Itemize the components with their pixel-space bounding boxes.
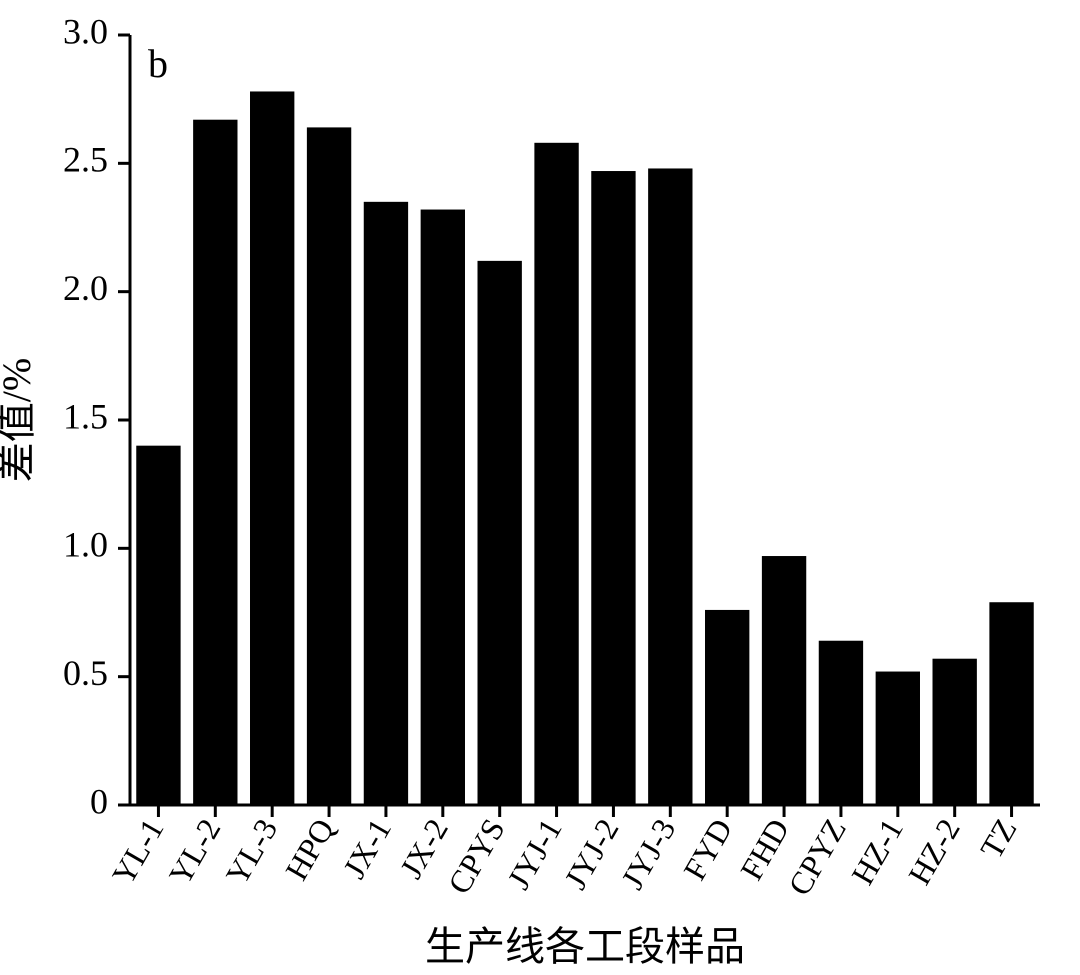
- bar: [705, 610, 749, 805]
- y-tick-label: 2.5: [63, 140, 108, 180]
- y-axis-label: 差值/%: [0, 358, 39, 482]
- bar: [307, 127, 351, 805]
- y-tick-label: 3.0: [63, 11, 108, 51]
- bar: [534, 143, 578, 805]
- bar: [478, 261, 522, 805]
- bar: [819, 641, 863, 805]
- y-tick-label: 0: [90, 781, 108, 821]
- bar: [421, 210, 465, 805]
- bar: [364, 202, 408, 805]
- bar: [762, 556, 806, 805]
- y-tick-label: 1.0: [63, 525, 108, 565]
- x-axis-label: 生产线各工段样品: [425, 924, 745, 969]
- bar: [591, 171, 635, 805]
- bar: [989, 602, 1033, 805]
- bar: [933, 659, 977, 805]
- bar-chart: 00.51.01.52.02.53.0YL-1YL-2YL-3HPQJX-1JX…: [0, 0, 1080, 975]
- bar: [136, 446, 180, 805]
- bar: [193, 120, 237, 805]
- panel-label: b: [148, 41, 168, 86]
- bar: [250, 91, 294, 805]
- y-tick-label: 0.5: [63, 653, 108, 693]
- y-tick-label: 1.5: [63, 396, 108, 436]
- y-tick-label: 2.0: [63, 268, 108, 308]
- chart-svg: 00.51.01.52.02.53.0YL-1YL-2YL-3HPQJX-1JX…: [0, 0, 1080, 975]
- bar: [876, 672, 920, 805]
- bar: [648, 168, 692, 805]
